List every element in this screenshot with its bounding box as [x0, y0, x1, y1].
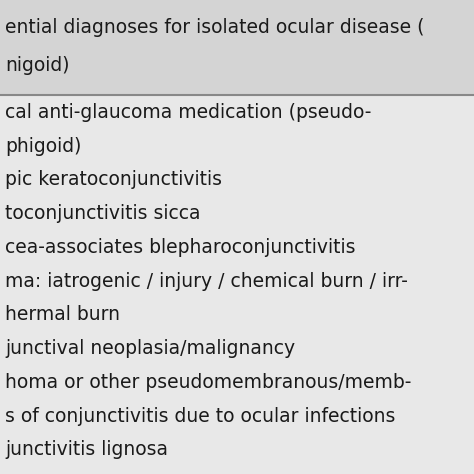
Text: pic keratoconjunctivitis: pic keratoconjunctivitis [5, 171, 222, 190]
Text: phigoid): phigoid) [5, 137, 82, 156]
Text: ential diagnoses for isolated ocular disease (: ential diagnoses for isolated ocular dis… [5, 18, 425, 37]
Text: cea-associates blepharoconjunctivitis: cea-associates blepharoconjunctivitis [5, 238, 356, 257]
Text: toconjunctivitis sicca: toconjunctivitis sicca [5, 204, 201, 223]
Bar [0, 0, 474, 95]
Text: junctival neoplasia/malignancy: junctival neoplasia/malignancy [5, 339, 295, 358]
Text: ma: iatrogenic / injury / chemical burn / irr-: ma: iatrogenic / injury / chemical burn … [5, 272, 408, 291]
Text: junctivitis lignosa: junctivitis lignosa [5, 440, 168, 459]
Text: homa or other pseudomembranous/memb-: homa or other pseudomembranous/memb- [5, 373, 411, 392]
Text: cal anti-glaucoma medication (pseudo-: cal anti-glaucoma medication (pseudo- [5, 103, 371, 122]
Text: hermal burn: hermal burn [5, 305, 120, 324]
Text: nigoid): nigoid) [5, 56, 70, 75]
Bar [0, 95, 474, 474]
Text: s of conjunctivitis due to ocular infections: s of conjunctivitis due to ocular infect… [5, 407, 395, 426]
